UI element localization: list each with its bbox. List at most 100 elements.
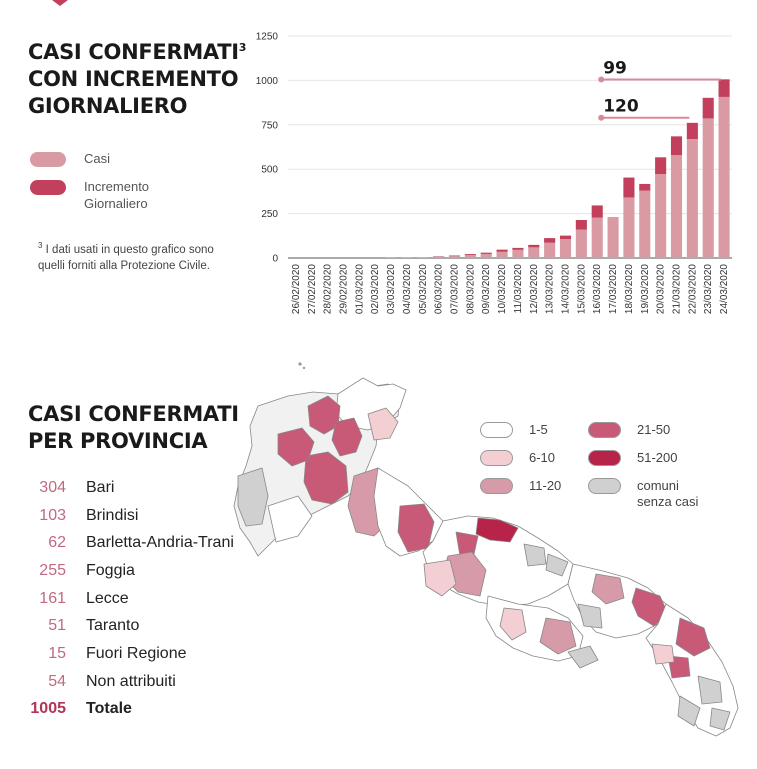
province-total-row: 1005 Totale: [30, 696, 234, 724]
y-tick-label: 250: [261, 209, 278, 220]
map-legend-swatch-51-200: [588, 450, 621, 466]
x-tick-label: 26/02/2020: [291, 264, 302, 314]
map-legend-swatch-1-5: [480, 422, 513, 438]
map-islands-dot-2: [302, 366, 306, 370]
bar-incremento: [464, 254, 476, 256]
x-tick-label: 06/03/2020: [434, 264, 445, 314]
province-row: 62 Barletta-Andria-Trani: [30, 529, 234, 557]
bar-casi: [623, 197, 635, 258]
x-tick-label: 28/02/2020: [323, 264, 334, 314]
legend-swatch-incremento: [30, 180, 66, 195]
province-value: 304: [39, 478, 66, 496]
x-tick-label: 22/03/2020: [687, 264, 698, 314]
bar-casi: [718, 96, 730, 258]
bar-incremento: [591, 205, 603, 218]
map-legend-item-51-200: 51-200: [588, 450, 717, 466]
map-area-lecce-grey-2: [677, 695, 701, 727]
province-name: Fuori Regione: [86, 644, 187, 662]
bar-casi: [702, 118, 714, 258]
map-legend-swatch-11-20: [480, 478, 513, 494]
bar-casi: [686, 139, 698, 258]
bar-incremento: [655, 157, 667, 174]
map-area-bari-grey-2: [545, 553, 569, 577]
bar-incremento: [670, 136, 683, 156]
province-row: 51 Taranto: [30, 612, 234, 640]
bar-casi: [655, 173, 667, 258]
bar-casi: [496, 251, 508, 258]
map-area-foggia-sw: [267, 495, 313, 543]
province-name: Lecce: [86, 589, 129, 607]
map-legend-item-11-20: 11-20: [480, 478, 609, 494]
map-area-brindisi-city: [631, 587, 669, 627]
annotation-label: 99: [603, 59, 627, 79]
bar-casi: [464, 255, 476, 258]
chart-title: CASI CONFERMATI3 CON INCREMENTO GIORNALI…: [28, 40, 247, 118]
x-tick-label: 13/03/2020: [545, 264, 556, 314]
map-area-foggia-pink: [367, 407, 399, 441]
province-name: Taranto: [86, 617, 140, 635]
bar-incremento: [702, 97, 714, 119]
y-tick-label: 500: [261, 165, 278, 176]
x-tick-label: 14/03/2020: [561, 264, 572, 314]
map-area-lecce-pink: [651, 643, 675, 665]
bar-incremento: [639, 183, 651, 191]
y-tick-label: 0: [272, 254, 278, 265]
bar-incremento: [575, 219, 587, 230]
map-legend-item-6-10: 6-10: [480, 450, 609, 466]
x-tick-label: 07/03/2020: [450, 264, 461, 314]
province-name: Bari: [86, 478, 115, 496]
x-tick-label: 23/03/2020: [703, 264, 714, 314]
bar-casi: [544, 242, 556, 258]
province-value: 161: [39, 589, 66, 607]
map-area-bari-dark: [455, 531, 479, 557]
province-value: 103: [39, 506, 66, 524]
bar-incremento: [433, 256, 445, 257]
province-total-value: 1005: [30, 700, 66, 718]
bar-casi: [575, 229, 587, 258]
map-regions: [233, 362, 739, 737]
y-tick-label: 1250: [256, 32, 279, 43]
map-area-taranto-pink: [499, 607, 527, 641]
annotation-dot: [598, 114, 605, 121]
bar-incremento: [496, 249, 508, 252]
province-row: 255 Foggia: [30, 557, 234, 585]
province-list: 304 Bari 103 Brindisi 62 Barletta-Andria-Tran…: [30, 474, 234, 723]
x-tick-label: 05/03/2020: [418, 264, 429, 314]
bar-casi: [433, 256, 445, 258]
province-name: Barletta-Andria-Trani: [86, 534, 234, 552]
province-value: 54: [48, 672, 66, 690]
legend-item-incremento: Incremento Giornaliero: [30, 178, 184, 212]
bar-incremento: [544, 238, 556, 243]
x-tick-label: 02/03/2020: [370, 264, 381, 314]
bar-incremento: [528, 244, 540, 248]
bar-incremento: [686, 122, 698, 140]
map-area-taranto-city: [539, 617, 577, 655]
bar-incremento: [559, 235, 572, 240]
puglia-map: [233, 362, 739, 737]
bar-casi: [512, 249, 524, 258]
map-area-foggia-city: [303, 451, 349, 505]
x-tick-label: 21/03/2020: [672, 264, 683, 314]
map-legend-swatch-21-50: [588, 422, 621, 438]
bar-casi: [528, 247, 540, 258]
x-tick-label: 20/03/2020: [656, 264, 667, 314]
province-name: Brindisi: [86, 506, 139, 524]
province-row: 15 Fuori Regione: [30, 640, 234, 668]
map-area-lecce-city: [675, 617, 711, 657]
province-title: CASI CONFERMATI PER PROVINCIA: [28, 402, 239, 453]
bar-casi: [639, 190, 651, 258]
map-area-lecce-grey-3: [709, 707, 731, 731]
x-tick-label: 08/03/2020: [465, 264, 476, 314]
map-area-brindisi-light: [591, 573, 625, 605]
annotation-dot: [598, 76, 605, 83]
map-area-lecce-grey-1: [697, 675, 723, 705]
y-tick-label: 1000: [256, 76, 279, 87]
map-area-brindisi-grey: [577, 603, 603, 629]
x-tick-label: 09/03/2020: [481, 264, 492, 314]
map-area-bari-pink: [423, 559, 457, 597]
map-area-bari-grey-1: [523, 543, 547, 567]
province-total-label: Totale: [86, 700, 132, 718]
map-area-bari-city: [475, 517, 519, 543]
map-area-gargano-dark-2: [331, 417, 363, 457]
x-tick-label: 01/03/2020: [354, 264, 365, 314]
